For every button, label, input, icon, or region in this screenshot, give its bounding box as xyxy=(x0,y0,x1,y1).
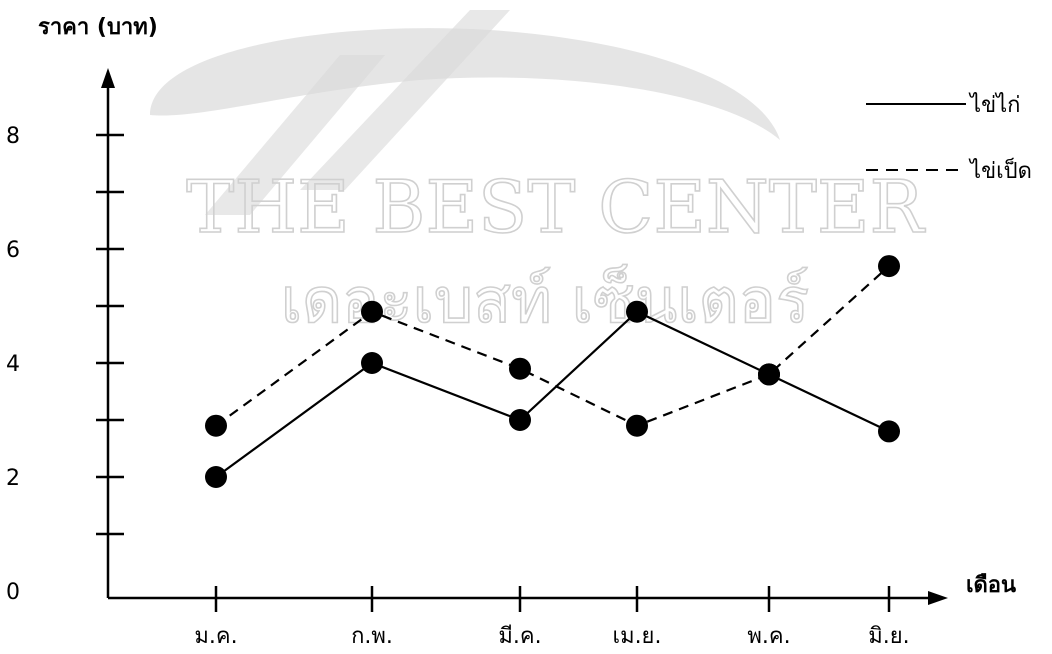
y-tick-label: 4 xyxy=(6,352,20,377)
y-tick-label: 8 xyxy=(6,124,20,149)
data-point-series-2 xyxy=(361,300,383,323)
x-tick-label: พ.ค. xyxy=(747,624,790,649)
series-line-2 xyxy=(215,265,890,427)
series-points xyxy=(205,255,900,488)
legend-label-series-1: ไข่ไก่ xyxy=(968,92,1021,118)
x-axis-arrow xyxy=(928,591,948,605)
y-tick-label: 2 xyxy=(6,466,20,491)
data-point-series-2 xyxy=(509,357,531,380)
x-ticks: ม.ค. ก.พ. มี.ค. เม.ย. พ.ค. มิ.ย. xyxy=(194,586,910,649)
x-axis-title: เดือน xyxy=(966,573,1016,598)
y-ticks: 0 2 4 6 8 xyxy=(6,124,124,605)
data-point-series-2 xyxy=(626,414,648,437)
y-tick-label: 0 xyxy=(6,580,20,605)
watermark-line2: เดอะเบสท์ เซ็นเตอร์ xyxy=(281,264,810,337)
series-line-1 xyxy=(215,310,890,478)
y-tick-label: 6 xyxy=(6,238,20,263)
watermark-logo-mark xyxy=(205,10,510,215)
y-axis-title: ราคา (บาท) xyxy=(38,15,158,40)
x-tick-label: เม.ย. xyxy=(613,624,662,649)
series-lines xyxy=(215,265,890,478)
x-tick-label: มี.ค. xyxy=(498,624,541,649)
x-tick-label: มิ.ย. xyxy=(868,624,909,649)
y-axis-arrow xyxy=(101,68,115,88)
watermark-logo-swoosh xyxy=(150,28,780,140)
data-point-series-2 xyxy=(205,414,227,437)
x-tick-label: ม.ค. xyxy=(194,624,237,649)
data-point-series-1 xyxy=(509,409,531,431)
x-tick-label: ก.พ. xyxy=(351,624,393,649)
data-point-series-1 xyxy=(626,300,648,323)
data-point-series-1 xyxy=(205,466,227,488)
data-point-series-2 xyxy=(878,255,900,278)
data-point-series-1 xyxy=(361,352,383,374)
legend-label-series-2: ไข่เป็ด xyxy=(968,156,1032,184)
watermark: THE BEST CENTER เดอะเบสท์ เซ็นเตอร์ xyxy=(150,10,926,338)
legend: ไข่ไก่ ไข่เป็ด xyxy=(866,92,1032,184)
data-point-series-2 xyxy=(758,363,780,386)
watermark-line1: THE BEST CENTER xyxy=(186,165,925,249)
data-point-series-1 xyxy=(878,420,900,443)
